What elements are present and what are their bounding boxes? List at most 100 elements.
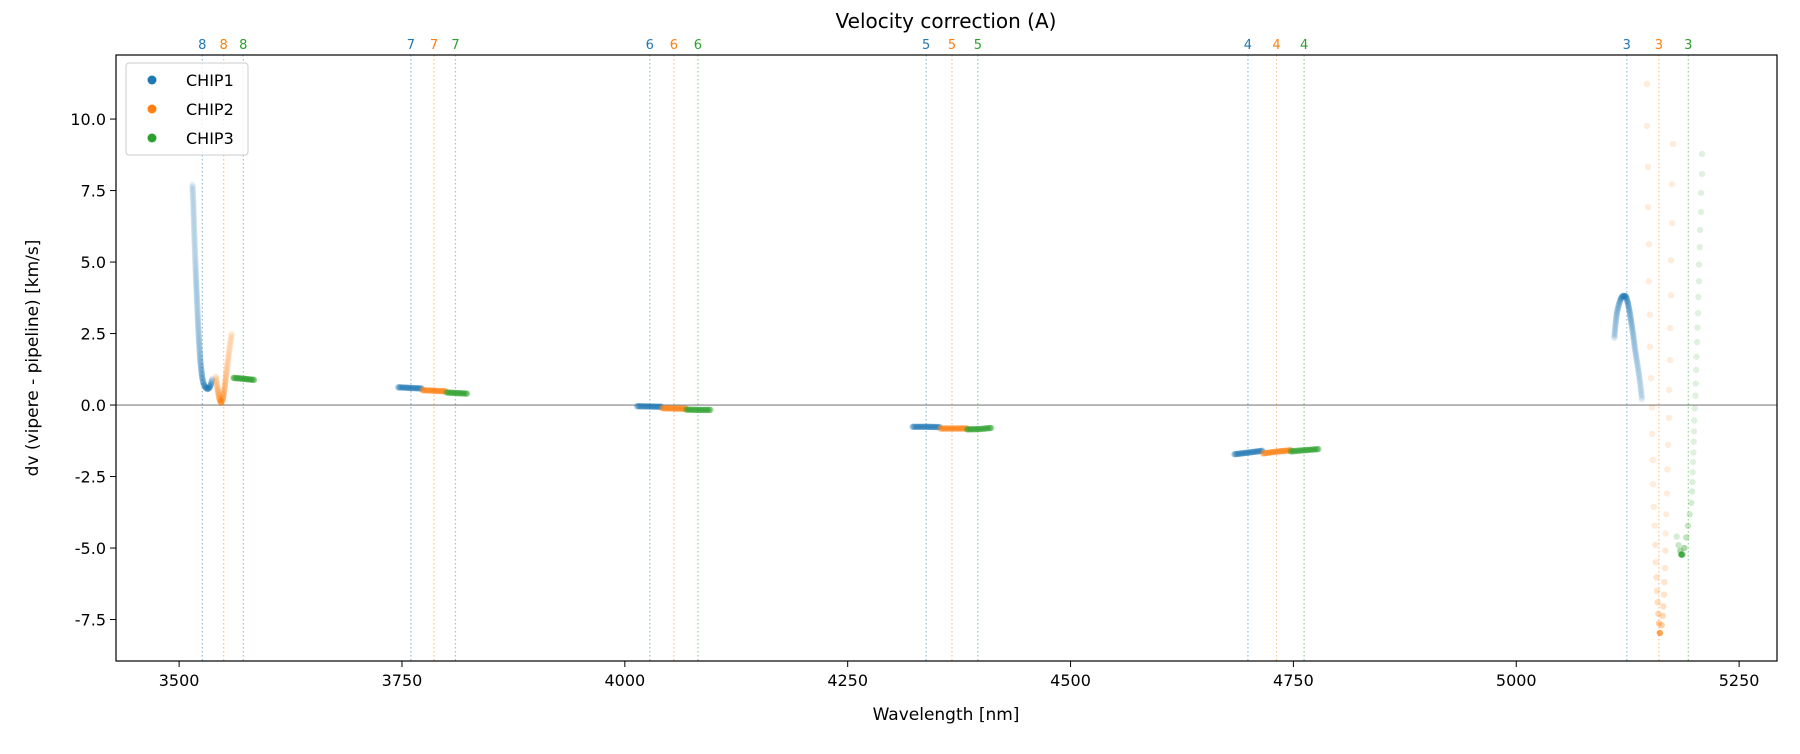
data-point (245, 376, 252, 383)
data-point (418, 385, 425, 392)
data-point (190, 227, 198, 234)
data-point (950, 425, 957, 432)
data-point (1613, 308, 1621, 316)
data-point (698, 406, 706, 414)
data-point (217, 399, 225, 406)
data-point (223, 370, 230, 377)
data-point (937, 425, 944, 432)
data-point (192, 274, 200, 281)
data-point (670, 405, 678, 412)
data-point (195, 340, 203, 347)
chart-title: Velocity correction (A) (836, 9, 1057, 33)
data-point (450, 389, 457, 397)
data-point (250, 376, 258, 384)
data-point (401, 384, 408, 391)
y-tick-label: -7.5 (75, 611, 106, 630)
data-point (193, 293, 201, 300)
data-point (191, 233, 198, 240)
order-label-7-chip2: 7 (430, 38, 438, 53)
data-point (246, 376, 254, 383)
data-point (1616, 297, 1624, 304)
data-point (422, 387, 429, 394)
data-point (191, 250, 199, 257)
data-point (669, 405, 676, 412)
data-points (189, 80, 1706, 637)
data-point (1637, 387, 1645, 394)
data-point (677, 405, 684, 412)
data-point (1663, 490, 1671, 497)
data-point (197, 360, 204, 367)
data-point (190, 223, 198, 230)
data-point (1648, 430, 1656, 438)
data-point (193, 291, 200, 299)
data-point (198, 370, 205, 377)
data-point (1284, 447, 1292, 454)
data-point (667, 405, 675, 412)
segment-chip2-order-8 (212, 330, 235, 406)
data-point (1652, 541, 1659, 549)
data-point (189, 195, 197, 203)
data-point (1669, 140, 1677, 148)
data-point (1630, 334, 1637, 342)
data-point (919, 423, 927, 430)
data-point (1281, 447, 1289, 454)
data-point (1611, 334, 1618, 342)
data-point (227, 336, 235, 343)
data-point (194, 306, 201, 313)
data-point (690, 406, 697, 413)
order-label-7-chip1: 7 (407, 38, 415, 53)
order-label-3-chip1: 3 (1623, 38, 1631, 53)
data-point (1623, 296, 1630, 303)
data-point (1291, 447, 1299, 455)
data-point (192, 255, 199, 263)
segment-chip2-order-6 (659, 404, 690, 412)
data-point (222, 371, 230, 379)
data-point (1651, 522, 1658, 529)
data-point (189, 191, 197, 199)
data-point (191, 253, 199, 260)
data-point (1650, 503, 1657, 511)
data-point (221, 381, 229, 389)
data-point (199, 377, 207, 384)
data-point (230, 374, 237, 382)
data-point (198, 366, 205, 373)
data-point (927, 423, 934, 431)
data-point (1268, 449, 1276, 456)
data-point (461, 390, 468, 397)
data-point (693, 406, 700, 414)
data-point (193, 296, 201, 303)
data-point (190, 211, 197, 219)
data-point (946, 425, 953, 432)
data-point (195, 328, 202, 336)
data-point (691, 406, 699, 414)
data-point (1302, 446, 1309, 454)
data-point (191, 244, 199, 251)
y-tick-label: 5.0 (81, 253, 106, 272)
data-point (940, 425, 947, 432)
data-point (918, 423, 925, 430)
data-point (1646, 311, 1654, 318)
data-point (192, 261, 199, 269)
data-point (1616, 298, 1623, 306)
data-point (1638, 393, 1645, 400)
data-point (953, 425, 960, 432)
data-point (1664, 441, 1672, 448)
data-point (443, 389, 450, 396)
data-point (1636, 378, 1644, 386)
data-point (1662, 547, 1669, 554)
data-point (1630, 338, 1638, 346)
data-point (194, 321, 202, 329)
data-point (914, 423, 921, 430)
data-point (395, 384, 402, 391)
data-point (220, 390, 227, 397)
data-point (952, 425, 959, 432)
data-point (190, 203, 197, 210)
data-point (194, 320, 202, 327)
data-point (1612, 324, 1619, 332)
data-point (1315, 445, 1322, 453)
x-axis-label: Wavelength [nm] (873, 705, 1020, 725)
data-point (1300, 447, 1308, 454)
data-point (1626, 307, 1633, 314)
data-point (1247, 449, 1254, 456)
segment-chip2-order-7 (419, 386, 449, 395)
